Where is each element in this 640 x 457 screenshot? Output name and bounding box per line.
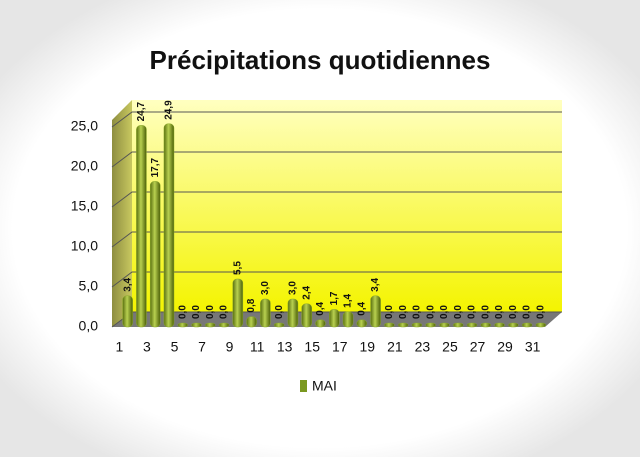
value-label: 0,0 <box>467 305 478 319</box>
bar <box>494 322 505 328</box>
x-tick-label: 9 <box>226 339 234 355</box>
x-tick-label: 1 <box>115 339 123 355</box>
value-label: 0,0 <box>191 305 202 319</box>
value-label: 3,4 <box>122 277 133 291</box>
value-label: 17,7 <box>150 157 161 177</box>
y-tick-label: 5,0 <box>79 278 99 294</box>
bar <box>177 322 188 328</box>
value-label: 0,0 <box>453 305 464 319</box>
value-label: 3,4 <box>370 277 381 291</box>
bar <box>191 322 202 328</box>
back-wall <box>132 100 562 312</box>
bar <box>439 322 450 328</box>
value-label: 0,0 <box>439 305 450 319</box>
value-label: 0,4 <box>356 301 367 315</box>
bar <box>273 322 285 328</box>
bar <box>342 311 354 328</box>
legend-swatch <box>300 380 307 392</box>
bar <box>411 322 423 328</box>
value-label: 0,0 <box>398 305 409 319</box>
value-label: 0,0 <box>522 305 533 319</box>
bar <box>508 322 519 328</box>
x-tick-label: 31 <box>525 339 541 355</box>
value-label: 0,0 <box>508 305 519 319</box>
grid-line <box>111 271 562 288</box>
value-label: 0,0 <box>219 305 230 319</box>
legend-label: MAI <box>312 378 337 394</box>
bar <box>466 322 478 328</box>
y-tick-label: 25,0 <box>71 118 98 134</box>
y-tick-label: 10,0 <box>71 238 98 254</box>
value-label: 0,0 <box>412 305 423 319</box>
x-tick-label: 25 <box>442 339 458 355</box>
bar <box>425 322 436 328</box>
value-label: 2,4 <box>301 285 312 299</box>
x-tick-label: 27 <box>470 339 486 355</box>
x-tick-label: 19 <box>360 339 376 355</box>
bar <box>218 322 230 328</box>
bar <box>315 319 326 328</box>
x-tick-label: 29 <box>497 339 513 355</box>
bar <box>301 303 312 328</box>
y-tick-label: 20,0 <box>71 158 98 174</box>
bar <box>384 322 395 328</box>
x-tick-label: 5 <box>171 339 179 355</box>
bar <box>260 298 271 328</box>
value-label: 0,0 <box>384 305 395 319</box>
x-tick-label: 3 <box>143 339 151 355</box>
bar <box>149 181 161 328</box>
value-label: 0,4 <box>315 301 326 315</box>
bar <box>370 295 381 328</box>
bar <box>136 125 147 328</box>
value-label: 0,0 <box>205 305 216 319</box>
value-label: 1,7 <box>329 291 340 305</box>
value-label: 3,0 <box>288 281 299 295</box>
value-label: 0,8 <box>246 298 257 312</box>
bar <box>205 322 216 328</box>
value-label: 0,0 <box>177 305 188 319</box>
x-tick-label: 17 <box>332 339 348 355</box>
value-label: 3,0 <box>260 281 271 295</box>
grid-line <box>111 111 562 128</box>
x-tick-label: 23 <box>415 339 431 355</box>
bar <box>246 316 257 328</box>
grid-line <box>111 191 562 208</box>
bar <box>329 309 340 328</box>
bar <box>535 322 547 328</box>
x-tick-label: 13 <box>277 339 293 355</box>
x-tick-label: 7 <box>198 339 206 355</box>
bar <box>480 322 492 328</box>
y-tick-label: 15,0 <box>71 198 98 214</box>
value-label: 0,0 <box>425 305 436 319</box>
bar <box>232 278 244 328</box>
value-label: 24,7 <box>136 101 147 121</box>
x-tick-label: 21 <box>387 339 403 355</box>
grid-line <box>111 151 562 168</box>
bar <box>356 319 368 328</box>
value-label: 0,0 <box>480 305 491 319</box>
chart-title: Précipitations quotidiennes <box>150 45 491 75</box>
grid-line <box>111 231 562 248</box>
bar <box>163 123 175 328</box>
bar <box>287 298 299 328</box>
y-tick-label: 0,0 <box>79 318 99 334</box>
value-label: 0,0 <box>274 305 285 319</box>
value-label: 1,4 <box>343 293 354 307</box>
side-wall <box>112 100 132 327</box>
value-label: 0,0 <box>536 305 547 319</box>
x-tick-label: 11 <box>250 339 265 355</box>
bar <box>452 322 464 328</box>
bar <box>122 295 133 328</box>
bar <box>397 322 409 328</box>
bar <box>521 322 533 328</box>
value-label: 0,0 <box>494 305 505 319</box>
value-label: 24,9 <box>164 100 175 120</box>
value-label: 5,5 <box>232 261 243 275</box>
x-tick-label: 15 <box>304 339 320 355</box>
